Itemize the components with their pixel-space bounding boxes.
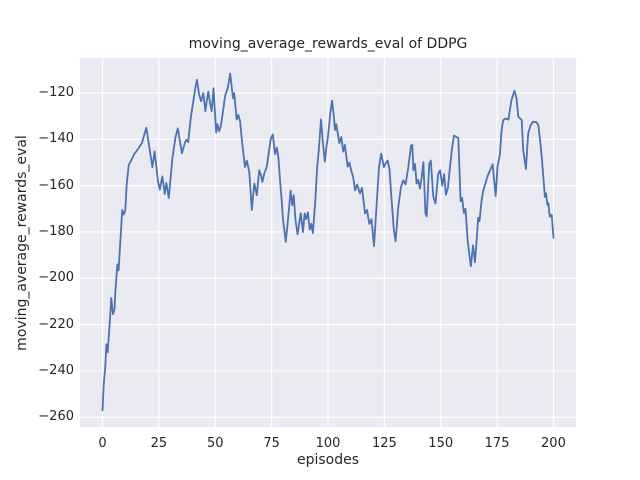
- x-tick-label: 175: [484, 436, 510, 451]
- y-tick-label: −180: [38, 223, 74, 239]
- y-tick-label: −220: [38, 316, 74, 332]
- chart-title: moving_average_rewards_eval of DDPG: [188, 36, 468, 52]
- chart-canvas: [80, 58, 576, 427]
- x-tick-label: 150: [428, 436, 454, 451]
- x-tick-label: 50: [206, 436, 224, 451]
- x-tick-label: 100: [315, 436, 341, 451]
- y-tick-label: −160: [38, 177, 74, 193]
- plot-area: [80, 58, 576, 427]
- y-tick-label: −120: [38, 84, 74, 100]
- x-tick-label: 200: [541, 436, 566, 451]
- y-tick-label: −140: [38, 131, 74, 147]
- y-tick-label: −240: [38, 362, 74, 378]
- x-tick-label: 75: [263, 436, 280, 451]
- x-tick-label: 125: [371, 436, 397, 451]
- x-tick-label: 0: [98, 436, 107, 451]
- x-tick-label: 25: [150, 436, 168, 451]
- y-tick-label: −200: [38, 270, 74, 286]
- x-axis-label: episodes: [296, 452, 360, 468]
- data-line-moving_average_rewards_eval: [101, 72, 555, 412]
- y-tick-label: −260: [38, 409, 74, 425]
